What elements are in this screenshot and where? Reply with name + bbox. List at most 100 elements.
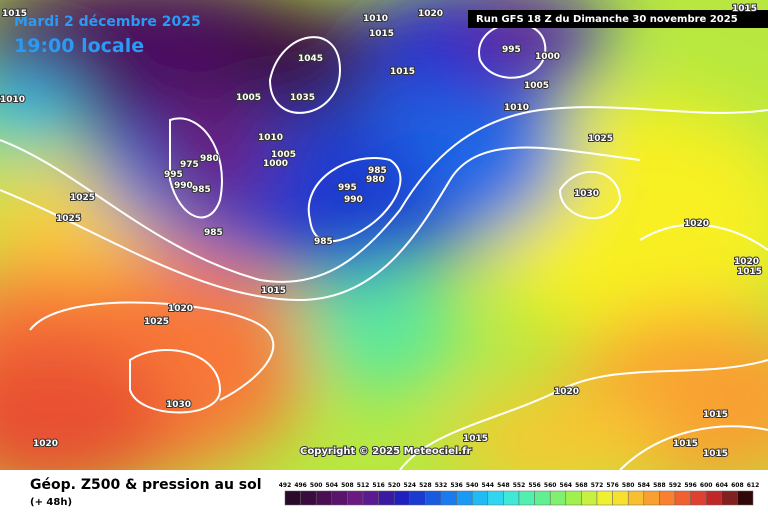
legend-label: 568 <box>575 482 588 489</box>
legend-swatch <box>284 490 301 506</box>
legend-label: 604 <box>716 482 729 489</box>
isobar-label: 1015 <box>673 439 698 449</box>
legend-swatch <box>690 490 707 506</box>
legend-swatch <box>440 490 457 506</box>
legend-swatch <box>612 490 629 506</box>
legend-label: 524 <box>404 482 417 489</box>
legend-swatch <box>737 490 754 506</box>
legend-swatch <box>331 490 348 506</box>
legend-label: 512 <box>357 482 370 489</box>
legend-label: 516 <box>372 482 385 489</box>
isobar-label: 985 <box>192 185 211 195</box>
legend-swatch <box>362 490 379 506</box>
legend-swatch <box>627 490 645 506</box>
isobar-label: 1020 <box>168 304 193 314</box>
legend-swatch <box>393 490 411 506</box>
date: Mardi 2 décembre 2025 <box>14 14 201 30</box>
isobar-label: 1015 <box>737 267 762 277</box>
legend: 492 496 500 504 508 512 516 520 524 528 532 536 540 5… <box>279 482 760 506</box>
legend-label: 528 <box>419 482 432 489</box>
legend-label: 600 <box>700 482 713 489</box>
legend-swatch <box>565 490 582 506</box>
time: 19:00 locale <box>14 35 144 57</box>
legend-swatch <box>596 490 613 506</box>
isobar-label: 1020 <box>554 387 579 397</box>
legend-label: 584 <box>638 482 651 489</box>
legend-label: 504 <box>326 482 339 489</box>
isobar-label: 1015 <box>2 9 27 19</box>
legend-label: 520 <box>388 482 401 489</box>
isobar-label: 1020 <box>418 9 443 19</box>
isobar-label: 1035 <box>290 93 315 103</box>
isobar-label: 985 <box>314 237 333 247</box>
legend-swatch <box>549 490 567 506</box>
legend-label: 576 <box>606 482 619 489</box>
isobar-label: 1015 <box>703 449 728 459</box>
legend-label: 580 <box>622 482 635 489</box>
legend-label: 560 <box>544 482 557 489</box>
legend-label: 532 <box>435 482 448 489</box>
legend-label: 508 <box>341 482 354 489</box>
isobar-label: 1025 <box>144 317 169 327</box>
run-banner <box>468 10 768 28</box>
isobar-label: 1005 <box>236 93 261 103</box>
isobar-label: 995 <box>502 45 521 55</box>
legend-label: 612 <box>747 482 760 489</box>
legend-swatch <box>487 490 504 506</box>
legend-label: 496 <box>294 482 307 489</box>
legend-label: 536 <box>450 482 463 489</box>
isobar-label: 1015 <box>732 4 757 14</box>
isobar-label: 1045 <box>298 54 323 64</box>
isobar-label: 1015 <box>463 434 488 444</box>
legend-swatch <box>643 490 660 506</box>
isobar-label: 1005 <box>271 150 296 160</box>
isobar-label: 990 <box>174 181 193 191</box>
isobar-label: 1030 <box>574 189 599 199</box>
isobar-label: 1000 <box>535 52 560 62</box>
legend-swatch <box>409 490 426 506</box>
legend-label: 492 <box>279 482 292 489</box>
legend-swatch <box>674 490 691 506</box>
run-info: Run GFS 18 Z du Dimanche 30 novembre 202… <box>476 14 738 25</box>
legend-label: 596 <box>684 482 697 489</box>
legend-label: 564 <box>560 482 573 489</box>
legend-swatch <box>425 490 442 506</box>
isobar-label: 995 <box>338 183 357 193</box>
isobar-label: 1015 <box>369 29 394 39</box>
isobar-label: 1010 <box>363 14 388 24</box>
isobar-label: 1020 <box>684 219 709 229</box>
legend-label: 556 <box>528 482 541 489</box>
field <box>0 0 768 500</box>
legend-swatch <box>581 490 598 506</box>
legend-swatch <box>300 490 317 506</box>
isobar-label: 1030 <box>166 400 191 410</box>
legend-swatch <box>705 490 723 506</box>
isobar-label: 1015 <box>261 286 286 296</box>
legend-swatch <box>721 490 738 506</box>
legend-label: 572 <box>591 482 604 489</box>
isobar-label: 1010 <box>258 133 283 143</box>
legend-label: 552 <box>513 482 526 489</box>
isobar-label: 985 <box>368 166 387 176</box>
footer-subtitle: (+ 48h) <box>30 497 72 508</box>
copyright: Copyright © 2025 Meteociel.fr <box>300 446 471 457</box>
legend-label: 588 <box>653 482 666 489</box>
isobar-label: 1025 <box>56 214 81 224</box>
legend-swatch <box>659 490 676 506</box>
legend-label: 544 <box>482 482 495 489</box>
legend-swatch <box>378 490 395 506</box>
isobar-label: 1025 <box>70 193 95 203</box>
isobar-label: 1005 <box>524 81 549 91</box>
isobar-label: 1015 <box>390 67 415 77</box>
legend-swatch <box>315 490 333 506</box>
isobar-label: 985 <box>204 228 223 238</box>
legend-swatch <box>347 490 364 506</box>
isobar-label: 1000 <box>263 159 288 169</box>
legend-swatch <box>534 490 551 506</box>
isobar-label: 975 <box>180 160 199 170</box>
legend-swatch <box>518 490 535 506</box>
legend-swatch <box>456 490 473 506</box>
legend-swatch <box>503 490 520 506</box>
